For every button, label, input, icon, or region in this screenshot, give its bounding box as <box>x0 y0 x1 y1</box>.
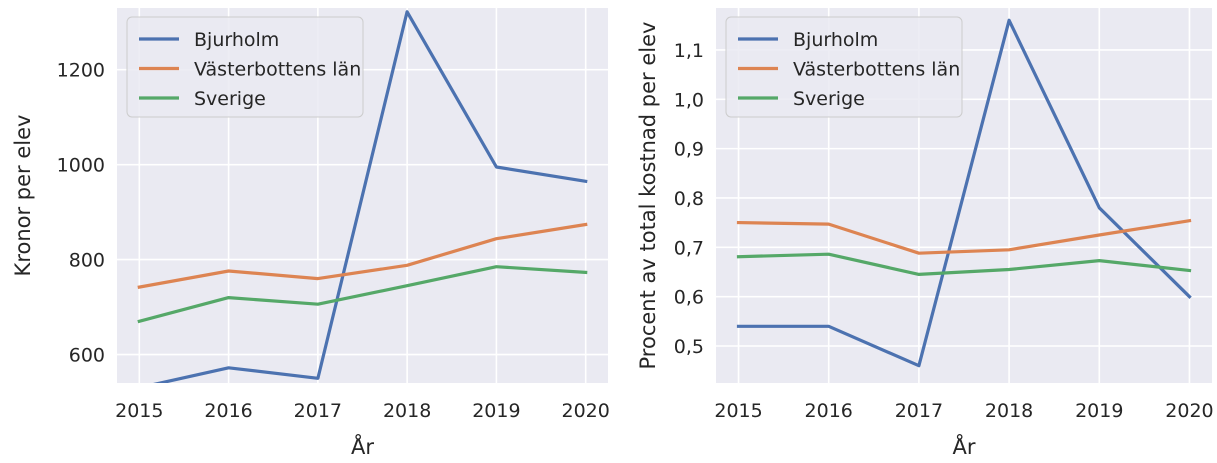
chart-1-legend: Bjurholm Västerbottens län Sverige <box>127 17 363 117</box>
chart-2-legend: Bjurholm Västerbottens län Sverige <box>726 17 962 117</box>
chart-1-legend-label: Bjurholm <box>194 29 279 51</box>
chart-2-y-tick-label: 1,0 <box>674 89 704 111</box>
chart-2-x-tick-label: 2020 <box>1165 400 1213 422</box>
chart-2-x-tick-label: 2015 <box>714 400 762 422</box>
chart-1-y-tick-label: 1000 <box>57 155 105 177</box>
chart-2-y-tick-label: 1,1 <box>674 40 704 62</box>
chart-2: 2015 2016 2017 2018 2019 2020 0,5 0,6 0,7 0,8 0,9 1… <box>636 8 1214 459</box>
chart-1-y-tick-label: 600 <box>69 345 105 367</box>
chart-2-x-tick-label: 2016 <box>805 400 853 422</box>
chart-1-legend-label: Sverige <box>194 88 266 110</box>
chart-1-x-tick-label: 2020 <box>562 400 610 422</box>
chart-1-x-tick-label: 2018 <box>383 400 431 422</box>
chart-2-x-tick-label: 2017 <box>895 400 943 422</box>
chart-1-y-tick-label: 800 <box>69 250 105 272</box>
chart-1-y-tick-label: 1200 <box>57 60 105 82</box>
chart-1-x-tick-label: 2019 <box>472 400 520 422</box>
chart-1-x-tick-label: 2017 <box>294 400 342 422</box>
chart-2-y-tick-label: 0,9 <box>674 139 704 161</box>
chart-2-y-tick-label: 0,8 <box>674 188 704 210</box>
chart-2-y-tick-label: 0,6 <box>674 287 704 309</box>
chart-1-legend-label: Västerbottens län <box>194 59 361 81</box>
chart-1-x-tick-label: 2016 <box>204 400 252 422</box>
chart-2-y-tick-label: 0,7 <box>674 237 704 259</box>
chart-1-x-tick-label: 2015 <box>115 400 163 422</box>
chart-2-y-axis-label: Procent av total kostnad per elev <box>636 22 660 370</box>
chart-1: 2015 2016 2017 2018 2019 2020 600 800 1000 1200 År… <box>11 8 610 459</box>
chart-2-legend-label: Bjurholm <box>793 29 878 51</box>
chart-1-x-axis-label: År <box>351 433 374 459</box>
chart-1-y-axis-label: Kronor per elev <box>11 115 35 277</box>
chart-2-y-tick-label: 0,5 <box>674 336 704 358</box>
chart-2-x-axis-label: År <box>953 433 976 459</box>
chart-2-x-tick-label: 2018 <box>985 400 1033 422</box>
chart-2-legend-label: Västerbottens län <box>793 59 960 81</box>
chart-2-x-tick-label: 2019 <box>1075 400 1123 422</box>
chart-2-legend-label: Sverige <box>793 88 865 110</box>
